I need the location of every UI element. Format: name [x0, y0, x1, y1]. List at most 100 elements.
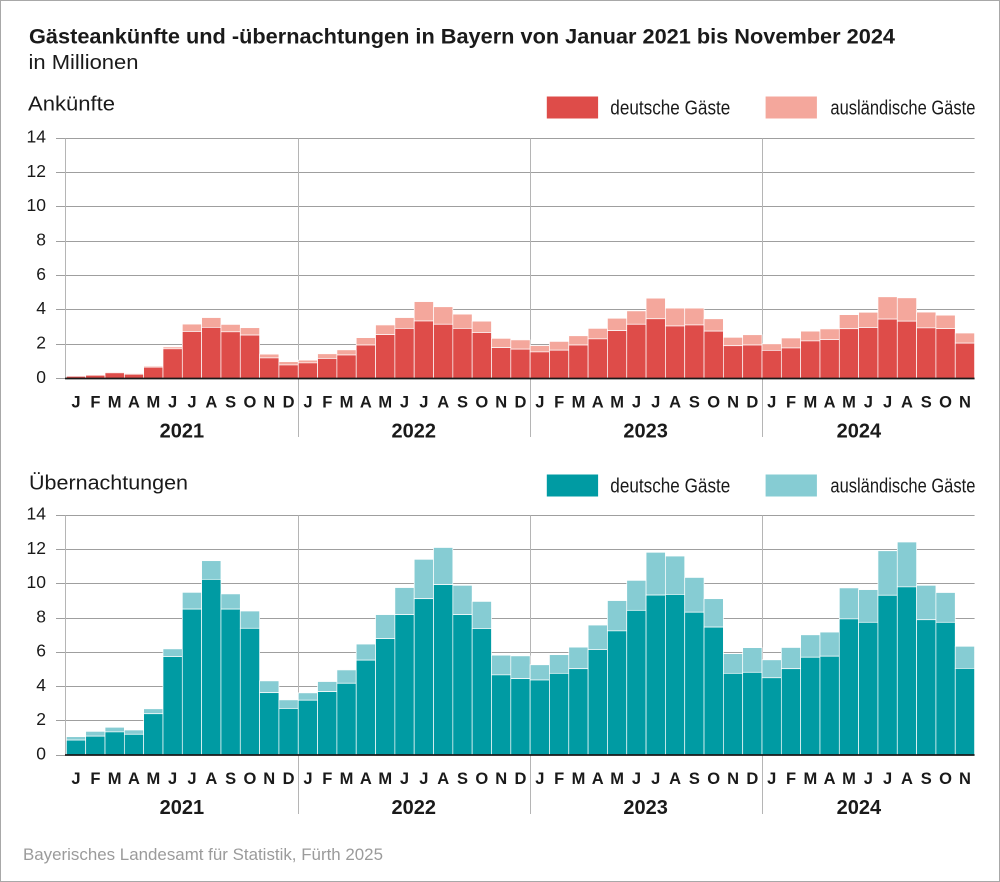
svg-text:6: 6 [36, 641, 46, 661]
svg-text:M: M [572, 770, 586, 788]
svg-text:Bayerisches Landesamt für Stat: Bayerisches Landesamt für Statistik, Für… [23, 845, 383, 864]
svg-text:2024: 2024 [837, 797, 882, 819]
svg-text:A: A [128, 394, 140, 412]
svg-text:J: J [419, 394, 428, 412]
svg-text:deutsche Gäste: deutsche Gäste [610, 476, 730, 498]
svg-text:14: 14 [27, 504, 47, 524]
svg-text:2023: 2023 [623, 797, 668, 819]
svg-text:A: A [669, 770, 681, 788]
svg-text:ausländische Gäste: ausländische Gäste [830, 476, 975, 498]
svg-text:D: D [515, 770, 527, 788]
svg-text:Gästeankünfte und -übernachtun: Gästeankünfte und -übernachtungen in Bay… [29, 26, 895, 49]
svg-text:D: D [515, 394, 527, 412]
svg-text:M: M [842, 770, 856, 788]
svg-text:S: S [457, 770, 468, 788]
svg-text:J: J [767, 394, 776, 412]
svg-text:S: S [225, 770, 236, 788]
svg-text:10: 10 [27, 195, 47, 215]
svg-text:J: J [303, 394, 312, 412]
svg-text:J: J [864, 770, 873, 788]
svg-text:N: N [727, 394, 739, 412]
svg-text:F: F [322, 394, 332, 412]
svg-text:N: N [263, 394, 275, 412]
svg-text:A: A [360, 394, 372, 412]
svg-text:N: N [263, 770, 275, 788]
svg-text:J: J [187, 770, 196, 788]
svg-text:J: J [767, 770, 776, 788]
svg-text:A: A [592, 770, 604, 788]
svg-text:S: S [689, 770, 700, 788]
svg-text:J: J [632, 394, 641, 412]
svg-text:2021: 2021 [160, 421, 205, 443]
svg-text:J: J [883, 770, 892, 788]
svg-text:2024: 2024 [837, 421, 882, 443]
svg-text:2023: 2023 [623, 421, 668, 443]
svg-text:J: J [864, 394, 873, 412]
svg-text:2: 2 [36, 332, 46, 352]
svg-text:A: A [901, 394, 913, 412]
svg-text:2022: 2022 [392, 797, 437, 819]
svg-text:A: A [128, 770, 140, 788]
svg-text:J: J [400, 394, 409, 412]
svg-text:in Millionen: in Millionen [29, 52, 139, 74]
svg-text:J: J [632, 770, 641, 788]
svg-text:F: F [554, 770, 564, 788]
svg-text:12: 12 [27, 538, 46, 558]
svg-text:4: 4 [36, 298, 46, 318]
svg-text:J: J [168, 394, 177, 412]
svg-text:deutsche Gäste: deutsche Gäste [610, 98, 730, 120]
svg-text:O: O [475, 770, 488, 788]
svg-text:S: S [921, 770, 932, 788]
svg-text:ausländische Gäste: ausländische Gäste [830, 98, 975, 120]
svg-text:O: O [939, 394, 952, 412]
svg-text:J: J [535, 770, 544, 788]
svg-text:A: A [592, 394, 604, 412]
svg-text:A: A [360, 770, 372, 788]
svg-text:A: A [901, 770, 913, 788]
svg-text:M: M [803, 394, 817, 412]
svg-text:M: M [108, 394, 122, 412]
svg-text:J: J [535, 394, 544, 412]
svg-text:M: M [146, 394, 160, 412]
svg-text:M: M [340, 770, 354, 788]
svg-text:A: A [437, 394, 449, 412]
svg-text:N: N [959, 770, 971, 788]
svg-text:J: J [651, 770, 660, 788]
svg-text:N: N [495, 770, 507, 788]
svg-text:O: O [939, 770, 952, 788]
svg-text:O: O [244, 770, 257, 788]
svg-text:F: F [554, 394, 564, 412]
svg-text:D: D [746, 770, 758, 788]
svg-text:2: 2 [36, 709, 46, 729]
svg-text:A: A [824, 770, 836, 788]
svg-text:4: 4 [36, 675, 46, 695]
svg-text:M: M [340, 394, 354, 412]
svg-text:S: S [225, 394, 236, 412]
svg-text:M: M [610, 770, 624, 788]
svg-text:10: 10 [27, 572, 47, 592]
svg-text:M: M [610, 394, 624, 412]
svg-text:8: 8 [36, 229, 46, 249]
svg-text:M: M [108, 770, 122, 788]
svg-text:S: S [921, 394, 932, 412]
svg-text:D: D [746, 394, 758, 412]
svg-text:J: J [71, 394, 80, 412]
svg-text:8: 8 [36, 606, 46, 626]
svg-text:F: F [786, 394, 796, 412]
svg-text:J: J [71, 770, 80, 788]
svg-text:M: M [803, 770, 817, 788]
svg-text:M: M [572, 394, 586, 412]
svg-text:N: N [727, 770, 739, 788]
svg-text:F: F [90, 770, 100, 788]
svg-text:O: O [244, 394, 257, 412]
svg-text:6: 6 [36, 264, 46, 284]
svg-text:J: J [168, 770, 177, 788]
svg-text:M: M [842, 394, 856, 412]
svg-text:S: S [457, 394, 468, 412]
svg-text:J: J [651, 394, 660, 412]
svg-text:2021: 2021 [160, 797, 205, 819]
svg-text:A: A [437, 770, 449, 788]
svg-text:J: J [400, 770, 409, 788]
svg-text:12: 12 [27, 161, 46, 181]
svg-text:M: M [146, 770, 160, 788]
